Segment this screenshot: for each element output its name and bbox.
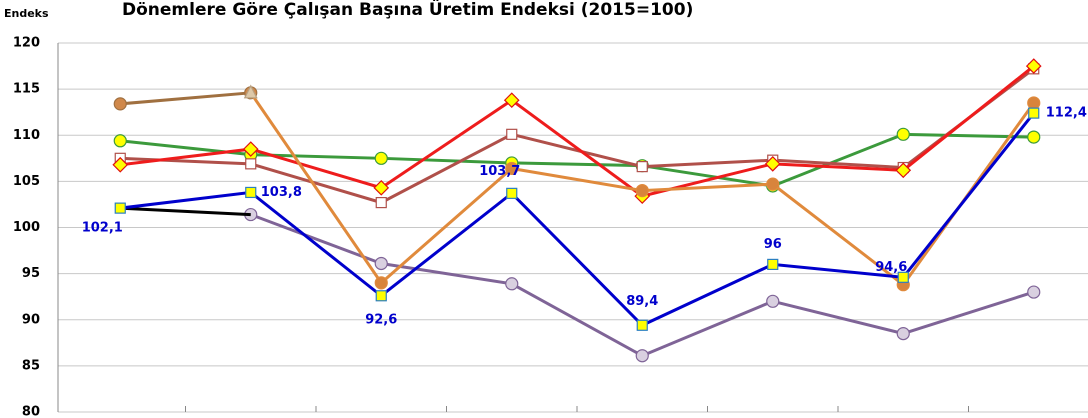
y-tick-label: 100	[13, 220, 40, 235]
data-label: 89,4	[626, 294, 658, 309]
line	[120, 206, 251, 217]
marker	[113, 97, 127, 111]
marker	[242, 141, 259, 157]
marker	[374, 256, 388, 271]
data-label: 102,1	[82, 221, 123, 236]
marker	[113, 134, 127, 148]
marker	[1027, 285, 1041, 299]
marker	[506, 128, 518, 140]
marker	[374, 151, 388, 165]
marker	[375, 290, 387, 302]
marker	[245, 158, 257, 170]
marker	[505, 277, 519, 291]
marker	[897, 271, 909, 283]
marker	[635, 349, 649, 363]
data-label: 94,6	[875, 260, 907, 275]
marker	[374, 276, 388, 290]
marker	[764, 155, 781, 172]
line	[120, 91, 251, 106]
marker	[766, 177, 780, 191]
data-label: 112,4	[1046, 106, 1087, 121]
marker	[375, 196, 387, 209]
marker	[114, 202, 126, 214]
data-label: 103,7	[479, 164, 520, 179]
y-tick-label: 85	[22, 358, 40, 373]
marker	[767, 258, 779, 270]
marker	[766, 294, 780, 308]
marker	[896, 326, 910, 341]
chart-title: Dönemlere Göre Çalışan Başına Üretim End…	[122, 0, 693, 20]
marker	[505, 161, 519, 176]
marker	[506, 187, 518, 199]
marker	[1025, 58, 1042, 74]
marker	[1027, 96, 1041, 110]
data-label: 92,6	[365, 312, 397, 327]
y-tick-label: 110	[13, 128, 40, 143]
marker	[635, 184, 649, 198]
y-tick-label: 80	[22, 405, 40, 418]
y-tick-label: 115	[13, 82, 40, 97]
y-tick-label: 90	[22, 312, 40, 327]
marker	[636, 319, 648, 331]
y-tick-label: 120	[13, 36, 40, 51]
line	[120, 64, 1035, 198]
marker	[243, 84, 258, 99]
line	[120, 112, 1035, 328]
marker	[112, 156, 129, 173]
marker	[245, 186, 257, 199]
marker	[503, 92, 520, 109]
data-label: 103,8	[261, 185, 302, 200]
line	[120, 67, 1035, 205]
marker	[373, 179, 390, 196]
data-label: 96	[764, 237, 782, 252]
marker	[895, 162, 912, 179]
marker	[896, 127, 910, 141]
marker	[1027, 130, 1041, 144]
marker	[1028, 107, 1040, 119]
y-tick-label: 95	[22, 266, 40, 281]
y-axis-label: Endeks	[4, 7, 49, 20]
marker	[636, 161, 648, 173]
y-tick-label: 105	[13, 174, 40, 189]
